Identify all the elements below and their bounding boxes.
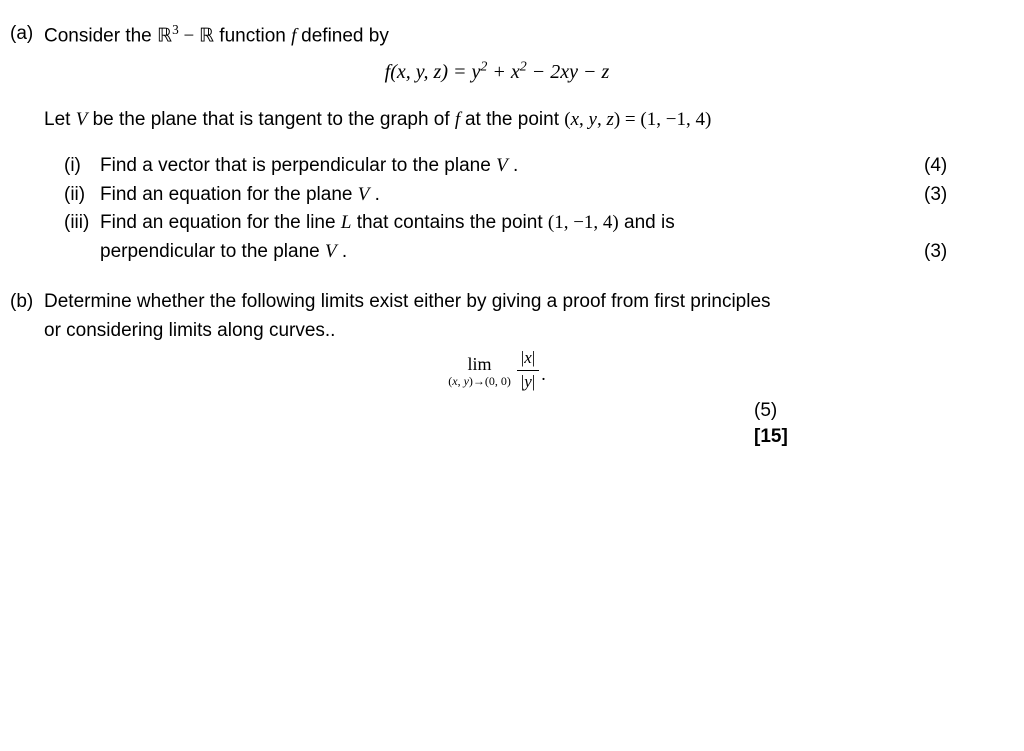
txt: perpendicular to the plane	[100, 241, 325, 262]
txt: .	[337, 241, 348, 262]
txt: Find a vector that is perpendicular to t…	[100, 155, 496, 176]
limit-expression: lim (x, y)→(0, 0) |x| |y| .	[10, 349, 984, 391]
txt: Find an equation for the plane	[100, 184, 358, 205]
txt: and is	[619, 212, 675, 233]
bb-R3: ℝ	[157, 25, 172, 46]
item-ii-text: Find an equation for the plane V .	[100, 181, 924, 210]
period: .	[541, 361, 546, 388]
numerator: |x|	[517, 349, 539, 371]
bb-R: ℝ	[199, 25, 214, 46]
item-i: (i) Find a vector that is perpendicular …	[10, 152, 984, 181]
pt: (1, −1, 4)	[548, 212, 619, 233]
lim: lim	[468, 355, 492, 373]
part-a-let: Let V be the plane that is tangent to th…	[10, 106, 984, 135]
item-iii-text2: perpendicular to the plane V .	[100, 238, 924, 267]
lim-sub: (x, y)→(0, 0)	[448, 375, 511, 387]
dash: −	[179, 25, 199, 46]
part-a-intro: (a) Consider the ℝ3 − ℝ function f defin…	[10, 20, 984, 51]
txt: Consider the	[44, 25, 157, 46]
V: V	[76, 109, 88, 130]
L: L	[341, 212, 352, 233]
part-a-intro-text: Consider the ℝ3 − ℝ function f defined b…	[44, 20, 984, 51]
item-i-text: Find a vector that is perpendicular to t…	[100, 152, 924, 181]
item-i-label: (i)	[44, 152, 100, 181]
item-ii-marks: (3)	[924, 181, 984, 210]
part-b-marks: (5)	[754, 398, 984, 425]
sup3: 3	[172, 22, 179, 37]
txt: at the point	[465, 109, 564, 130]
pt: (x, y, z) = (1, −1, 4)	[564, 109, 711, 130]
part-a-label: (a)	[10, 20, 44, 49]
part-b-intro: (b) Determine whether the following limi…	[10, 288, 984, 345]
txt: .	[508, 155, 519, 176]
f: f	[291, 25, 301, 46]
txt: function	[214, 25, 291, 46]
item-iii-line2: perpendicular to the plane V . (3)	[10, 238, 984, 267]
txt: Find an equation for the line	[100, 212, 341, 233]
part-b-text: Determine whether the following limits e…	[44, 288, 984, 345]
txt: .	[369, 184, 380, 205]
part-b-total: [15]	[754, 424, 984, 451]
V: V	[496, 155, 508, 176]
lim-operator: lim (x, y)→(0, 0)	[448, 355, 511, 387]
item-ii: (ii) Find an equation for the plane V . …	[10, 181, 984, 210]
fraction: |x| |y|	[517, 349, 539, 391]
part-b-marks-block: (5) [15]	[754, 398, 984, 451]
part-a-equation: f(x, y, z) = y2 + x2 − 2xy − z	[10, 57, 984, 88]
V: V	[325, 241, 337, 262]
txt: that contains the point	[351, 212, 547, 233]
f: f	[455, 109, 465, 130]
item-iii-line1: (iii) Find an equation for the line L th…	[10, 209, 984, 238]
txt: or considering limits along curves..	[44, 320, 335, 341]
equation: f(x, y, z) = y2 + x2 − 2xy − z	[385, 61, 610, 83]
item-iii-marks: (3)	[924, 238, 984, 267]
V: V	[358, 184, 370, 205]
item-iii-label: (iii)	[44, 209, 100, 238]
part-b-label: (b)	[10, 288, 44, 317]
txt: Let	[44, 109, 76, 130]
denominator: |y|	[517, 371, 539, 392]
item-ii-label: (ii)	[44, 181, 100, 210]
txt: be the plane that is tangent to the grap…	[87, 109, 455, 130]
item-iii-text1: Find an equation for the line L that con…	[100, 209, 924, 238]
txt: defined by	[301, 25, 389, 46]
txt: Determine whether the following limits e…	[44, 291, 771, 312]
item-i-marks: (4)	[924, 152, 984, 181]
